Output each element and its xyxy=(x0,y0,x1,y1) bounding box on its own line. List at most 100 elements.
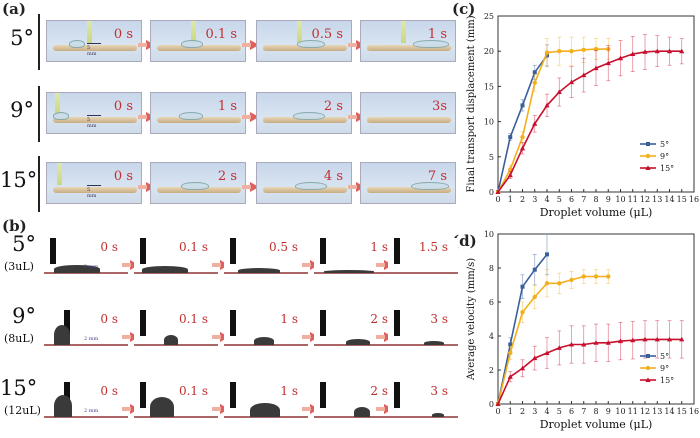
data-point xyxy=(519,365,526,371)
x-tick-label: 13 xyxy=(652,407,662,416)
substrate-line xyxy=(388,344,458,346)
data-point xyxy=(654,48,660,54)
scale-bar: 2 mm xyxy=(84,264,99,270)
time-label: 0 s xyxy=(113,27,133,42)
time-label: 1 s xyxy=(217,99,237,114)
x-tick-label: 3 xyxy=(532,195,537,204)
y-tick-label: 6 xyxy=(489,298,494,307)
substrate-line xyxy=(134,416,218,418)
data-point xyxy=(679,48,685,54)
droplet xyxy=(181,182,209,190)
data-point xyxy=(642,336,648,342)
volume-label: (3uL) xyxy=(4,260,34,273)
time-label: 3 s xyxy=(430,312,448,326)
x-tick-label: 7 xyxy=(581,195,586,204)
droplet-profile xyxy=(346,339,370,345)
contact-angle-frame: 1.5 s xyxy=(388,238,458,278)
row-divider xyxy=(38,156,40,212)
data-point xyxy=(532,80,537,86)
time-label: 0 s xyxy=(100,312,118,326)
contact-angle-frame: 0.1 s xyxy=(134,382,218,422)
data-point xyxy=(507,172,513,178)
y-tick-label: 15 xyxy=(484,82,494,91)
substrate-line xyxy=(44,272,128,274)
droplet-profile xyxy=(250,403,280,417)
volume-label: (8uL) xyxy=(4,332,34,345)
needle xyxy=(394,310,400,336)
data-point xyxy=(666,48,673,54)
data-point xyxy=(568,79,575,85)
panel-b-angle-label: 15° xyxy=(0,376,38,400)
droplet-profile xyxy=(254,337,274,345)
data-point xyxy=(557,49,562,54)
droplet-photo: 0.1 s xyxy=(150,20,246,62)
data-point xyxy=(581,47,586,52)
legend-marker xyxy=(645,377,651,382)
droplet-profile xyxy=(432,413,444,417)
fiber-strip xyxy=(367,117,451,123)
needle-tip xyxy=(87,21,92,43)
droplet xyxy=(411,182,449,190)
series-line-1 xyxy=(497,275,609,405)
substrate-line xyxy=(134,344,218,346)
time-label: 7 s xyxy=(427,169,447,184)
time-label: 0 s xyxy=(100,384,118,398)
time-label: 0.1 s xyxy=(178,384,208,398)
data-point xyxy=(617,55,624,61)
panel-label-a: (a) xyxy=(2,0,26,18)
needle xyxy=(394,382,400,408)
x-tick-label: 1 xyxy=(508,407,513,416)
data-point xyxy=(654,336,660,342)
data-point xyxy=(642,49,648,54)
x-tick-label: 15 xyxy=(677,407,687,416)
contact-angle-frame: 1 s xyxy=(224,310,308,350)
x-tick-label: 13 xyxy=(652,195,662,204)
droplet-profile xyxy=(324,270,374,273)
series-line-2 xyxy=(497,50,682,193)
droplet xyxy=(413,40,449,48)
substrate-line xyxy=(134,272,218,274)
needle xyxy=(320,238,326,264)
time-label: 3 s xyxy=(430,384,448,398)
y-axis-label: Average velocity (mm/s) xyxy=(466,258,477,381)
y-tick-label: 4 xyxy=(489,332,494,341)
y-tick-label: 8 xyxy=(489,264,494,273)
droplet-photo: 0 s 5 mm xyxy=(46,92,142,134)
x-tick-label: 8 xyxy=(593,407,598,416)
needle-tip xyxy=(57,163,62,185)
substrate-line xyxy=(314,272,398,274)
y-tick-label: 2 xyxy=(489,366,494,375)
data-point xyxy=(520,134,525,140)
y-tick-label: 0 xyxy=(489,400,494,409)
data-point xyxy=(520,310,525,315)
x-tick-label: 12 xyxy=(640,195,650,204)
data-point xyxy=(568,341,575,347)
needle xyxy=(64,382,70,408)
data-point xyxy=(508,342,513,347)
needle xyxy=(320,310,326,336)
data-point xyxy=(520,103,525,108)
x-tick-label: 11 xyxy=(628,407,638,416)
needle xyxy=(50,238,56,264)
needle xyxy=(140,310,146,336)
droplet-profile xyxy=(54,265,100,273)
fiber-strip xyxy=(263,45,347,51)
time-label: 0.5 s xyxy=(311,27,343,42)
x-tick-label: 4 xyxy=(544,195,549,204)
droplet-photo: 1 s xyxy=(150,92,246,134)
data-point xyxy=(532,267,537,272)
needle xyxy=(230,382,236,408)
legend-marker xyxy=(645,153,651,159)
x-axis-label: Droplet volume (μL) xyxy=(540,418,653,431)
x-tick-label: 1 xyxy=(508,195,513,204)
panel-label-b: (b) xyxy=(2,217,27,235)
substrate-line xyxy=(388,416,458,418)
time-label: 2 s xyxy=(370,312,388,326)
data-point xyxy=(507,374,513,379)
legend-marker xyxy=(646,142,650,146)
contact-angle-frame: 2 s xyxy=(314,310,398,350)
needle xyxy=(140,238,146,264)
fiber-strip xyxy=(263,187,347,193)
needle-tip xyxy=(55,93,60,115)
